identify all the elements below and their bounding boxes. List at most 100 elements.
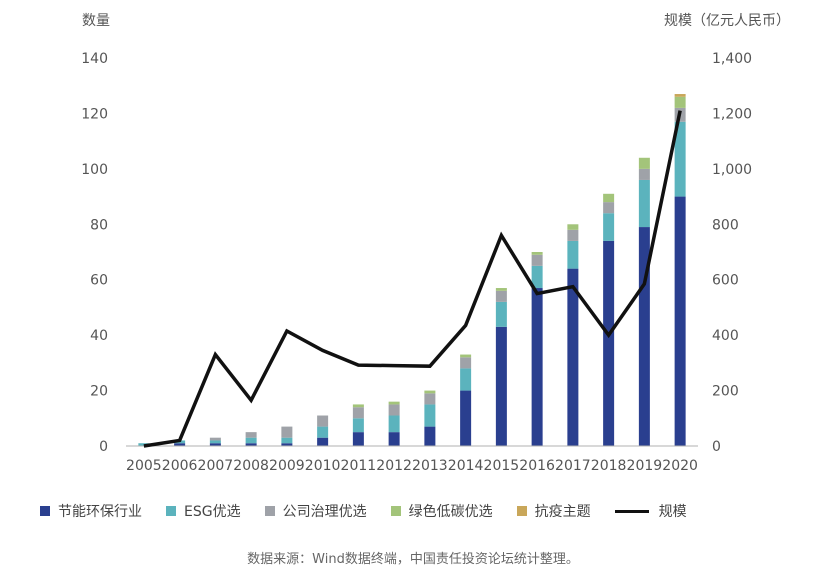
legend-swatch xyxy=(166,506,176,516)
bar-segment xyxy=(245,432,257,438)
bar-segment xyxy=(460,354,472,358)
bar-segment xyxy=(424,426,436,446)
x-tick-label: 2020 xyxy=(662,458,698,474)
x-tick-label: 2005 xyxy=(126,458,162,474)
bar-segment xyxy=(603,213,615,241)
bar-segment xyxy=(388,404,400,416)
bar-segment xyxy=(495,290,507,302)
bar-segment xyxy=(638,157,650,169)
legend-swatch xyxy=(390,506,401,516)
bar-segment xyxy=(245,437,257,444)
bar-segment xyxy=(674,196,686,446)
left-tick-label: 60 xyxy=(90,273,108,289)
left-tick-label: 100 xyxy=(81,162,108,178)
x-tick-label: 2014 xyxy=(448,458,484,474)
legend: 节能环保行业 ESG优选 公司治理优选 绿色低碳优选 抗疫主题 规模 xyxy=(40,500,820,522)
right-tick-label: 400 xyxy=(712,328,739,344)
x-tick-label: 2018 xyxy=(591,458,627,474)
x-tick-label: 2019 xyxy=(627,458,663,474)
left-axis-title: 数量 xyxy=(82,13,110,29)
bar-segment xyxy=(388,401,400,405)
x-tick-label: 2015 xyxy=(484,458,520,474)
legend-label: 规模 xyxy=(658,504,687,520)
legend-swatch xyxy=(40,506,50,516)
bar-segment xyxy=(567,229,579,241)
bar-segment xyxy=(388,415,400,433)
bar-segment xyxy=(531,252,543,255)
left-tick-label: 20 xyxy=(90,384,108,400)
bar-segment xyxy=(531,288,543,446)
legend-label: ESG优选 xyxy=(184,504,241,520)
bar-segment xyxy=(174,443,186,446)
legend-swatch xyxy=(516,506,527,516)
bar-segment xyxy=(281,437,293,444)
right-tick-label: 1,000 xyxy=(712,162,752,178)
bar-segment xyxy=(531,254,543,266)
bar-segment xyxy=(638,179,650,228)
bar-segment xyxy=(317,426,329,438)
legend-item: ESG优选 xyxy=(166,501,241,521)
x-tick-label: 2013 xyxy=(412,458,448,474)
x-tick-label: 2009 xyxy=(269,458,305,474)
bar-segment xyxy=(317,437,329,446)
bar-segment xyxy=(531,265,543,289)
bar-segment xyxy=(674,94,686,97)
bar-segment xyxy=(424,404,436,427)
legend-label: 公司治理优选 xyxy=(282,504,367,520)
legend-item: 节能环保行业 xyxy=(40,501,142,521)
bar-segment xyxy=(460,368,472,391)
legend-label: 绿色低碳优选 xyxy=(408,504,493,520)
x-tick-label: 2017 xyxy=(555,458,591,474)
x-tick-label: 2010 xyxy=(305,458,341,474)
x-tick-label: 2011 xyxy=(341,458,377,474)
right-tick-label: 0 xyxy=(712,439,721,455)
bar-segment xyxy=(460,390,472,446)
bar-segment xyxy=(209,437,221,441)
chart-svg: 0 20 40 60 80 100 120 140 0 200 400 600 800 1,000 1,2… xyxy=(81,13,790,474)
bar-segment xyxy=(209,440,221,444)
left-tick-label: 140 xyxy=(81,51,108,67)
bar-segment xyxy=(209,443,221,446)
source-note: 数据来源：Wind数据终端，中国责任投资论坛统计整理。 xyxy=(247,552,579,567)
bar-segment xyxy=(352,432,364,446)
bar-segment xyxy=(495,326,507,446)
bar-segment xyxy=(281,443,293,446)
bar-segment xyxy=(281,426,293,438)
bar-segment xyxy=(603,240,615,446)
x-tick-label: 2016 xyxy=(519,458,555,474)
legend-swatch xyxy=(264,506,275,516)
right-tick-label: 600 xyxy=(712,273,739,289)
bar-segment xyxy=(674,96,686,108)
x-tick-label: 2008 xyxy=(233,458,269,474)
right-axis-title: 规模（亿元人民币） xyxy=(664,13,790,29)
bar-segment xyxy=(317,415,329,427)
right-tick-label: 800 xyxy=(712,217,739,233)
bar-segment xyxy=(567,240,579,269)
x-tick-label: 2007 xyxy=(198,458,234,474)
left-tick-label: 0 xyxy=(99,439,108,455)
bar-segment xyxy=(495,301,507,327)
bar-segment xyxy=(638,168,650,180)
bar-segment xyxy=(567,268,579,446)
bar-segment xyxy=(388,432,400,446)
left-tick-label: 120 xyxy=(81,106,108,122)
bar-segment xyxy=(460,357,472,369)
bar-segment xyxy=(603,202,615,214)
x-tick-label: 2012 xyxy=(376,458,412,474)
legend-label: 抗疫主题 xyxy=(534,504,591,520)
bar-segment xyxy=(352,404,364,408)
left-tick-label: 80 xyxy=(90,217,108,233)
legend-item: 绿色低碳优选 xyxy=(390,501,493,521)
legend-label: 节能环保行业 xyxy=(58,504,142,520)
bar-segment xyxy=(424,390,436,394)
legend-item: 抗疫主题 xyxy=(516,501,591,521)
bar-segment xyxy=(495,288,507,291)
bar-segment xyxy=(674,121,686,197)
bar-segment xyxy=(424,393,436,405)
legend-line-swatch xyxy=(614,509,649,513)
right-tick-label: 1,400 xyxy=(712,51,752,67)
x-tick-label: 2006 xyxy=(162,458,198,474)
scale-line xyxy=(143,110,682,448)
bar-segment xyxy=(352,418,364,433)
bar-segment xyxy=(638,227,650,446)
